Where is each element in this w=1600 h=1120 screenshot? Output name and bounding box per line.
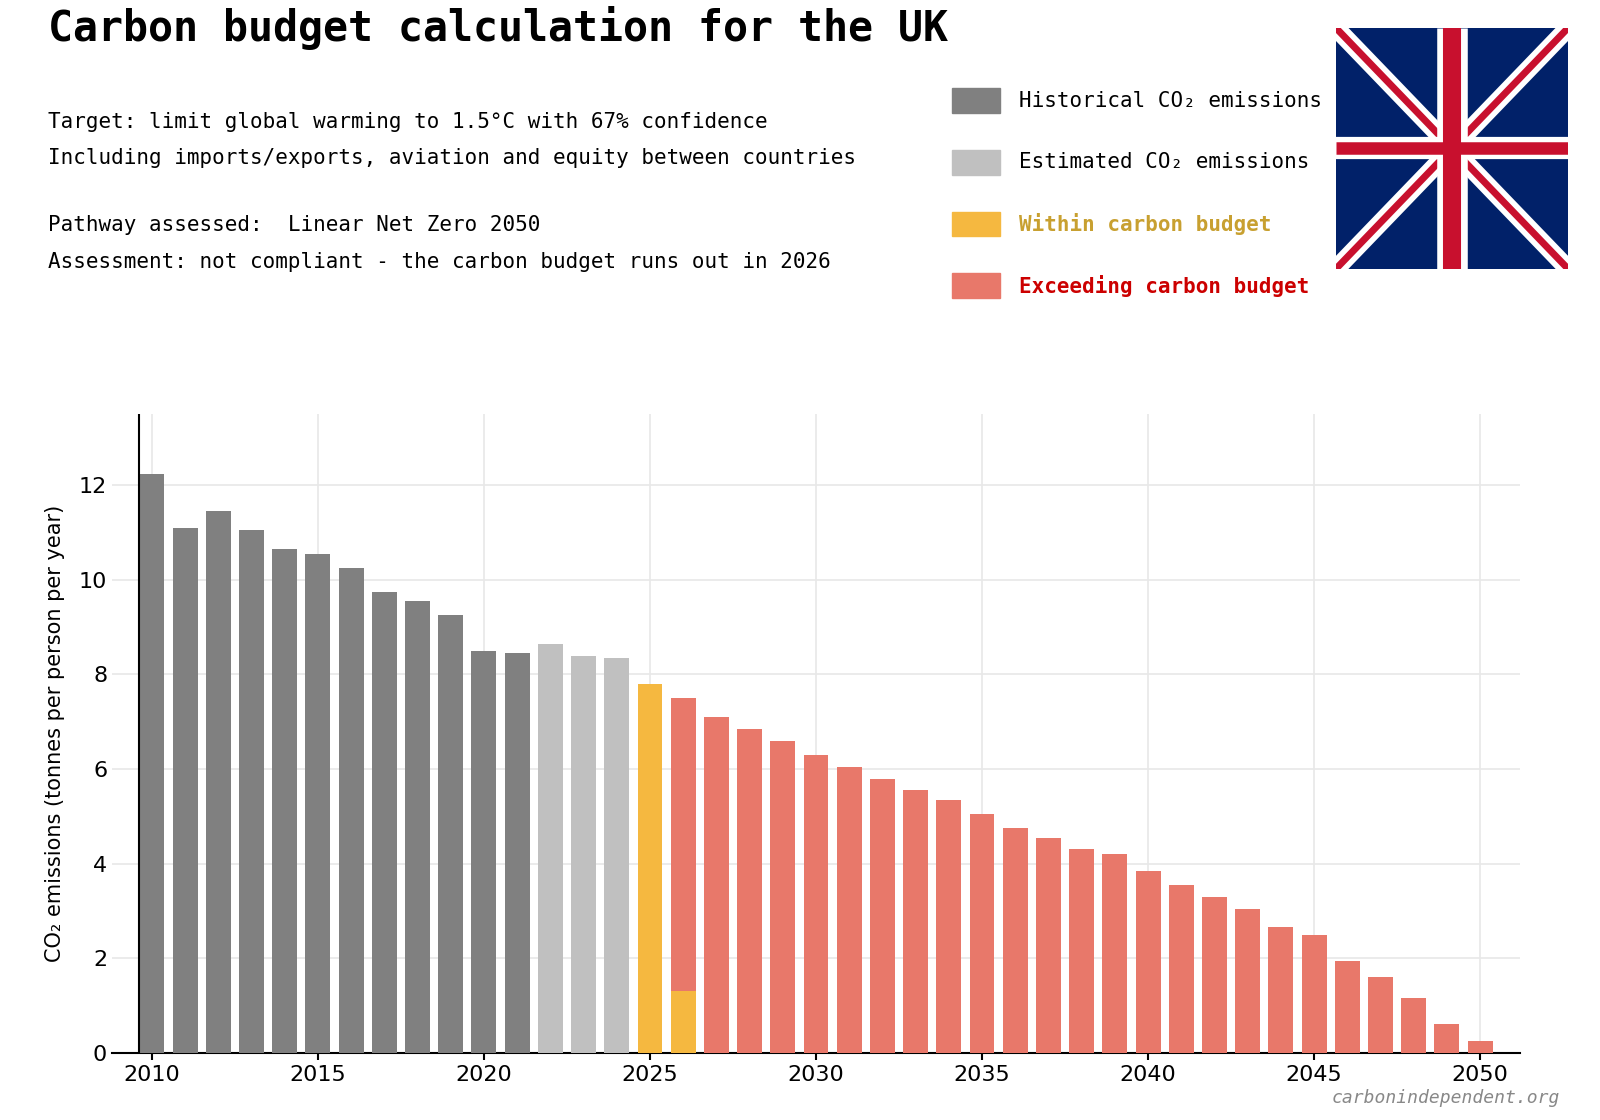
Bar (1302, 934, 1326, 1053)
Text: Carbon budget calculation for the UK: Carbon budget calculation for the UK (48, 6, 947, 49)
Bar (238, 530, 264, 1053)
Bar (1069, 849, 1094, 1053)
Bar (704, 717, 730, 1053)
Text: Exceeding carbon budget: Exceeding carbon budget (1019, 274, 1309, 297)
Bar (803, 755, 829, 1053)
Bar (571, 655, 597, 1053)
Bar (1235, 908, 1261, 1053)
Bar (1136, 870, 1160, 1053)
Bar (837, 767, 862, 1053)
Bar (173, 528, 197, 1053)
Text: Historical CO₂ emissions: Historical CO₂ emissions (1019, 91, 1322, 111)
Bar (438, 615, 462, 1053)
Text: Including imports/exports, aviation and equity between countries: Including imports/exports, aviation and … (48, 148, 856, 168)
Text: Pathway assessed:  Linear Net Zero 2050: Pathway assessed: Linear Net Zero 2050 (48, 215, 541, 235)
Text: Assessment: not compliant - the carbon budget runs out in 2026: Assessment: not compliant - the carbon b… (48, 252, 830, 272)
Bar (272, 549, 298, 1053)
Bar (405, 601, 430, 1053)
Bar (605, 657, 629, 1053)
Bar (970, 814, 995, 1053)
Bar (504, 653, 530, 1053)
Bar (670, 698, 696, 991)
Bar (1402, 998, 1426, 1053)
Text: Target: limit global warming to 1.5°C with 67% confidence: Target: limit global warming to 1.5°C wi… (48, 112, 768, 132)
Bar (139, 474, 165, 1053)
Bar (1467, 1040, 1493, 1053)
Text: Estimated CO₂ emissions: Estimated CO₂ emissions (1019, 152, 1309, 172)
Bar (1037, 838, 1061, 1053)
Bar (1003, 828, 1027, 1053)
Text: carbonindependent.org: carbonindependent.org (1331, 1089, 1560, 1107)
Bar (637, 684, 662, 1053)
Bar (538, 644, 563, 1053)
Bar (902, 791, 928, 1053)
Text: Within carbon budget: Within carbon budget (1019, 213, 1272, 235)
Bar (339, 568, 363, 1053)
Bar (306, 554, 330, 1053)
Bar (1102, 855, 1128, 1053)
Y-axis label: CO₂ emissions (tonnes per person per year): CO₂ emissions (tonnes per person per yea… (45, 505, 66, 962)
Bar (738, 729, 762, 1053)
Bar (472, 651, 496, 1053)
Bar (670, 991, 696, 1053)
Bar (206, 512, 230, 1053)
Bar (1368, 977, 1394, 1053)
Bar (1269, 927, 1293, 1053)
Bar (870, 778, 894, 1053)
Bar (1202, 897, 1227, 1053)
Bar (770, 740, 795, 1053)
Bar (1170, 885, 1194, 1053)
Bar (371, 591, 397, 1053)
Bar (936, 800, 962, 1053)
Bar (1435, 1025, 1459, 1053)
Bar (1334, 961, 1360, 1053)
